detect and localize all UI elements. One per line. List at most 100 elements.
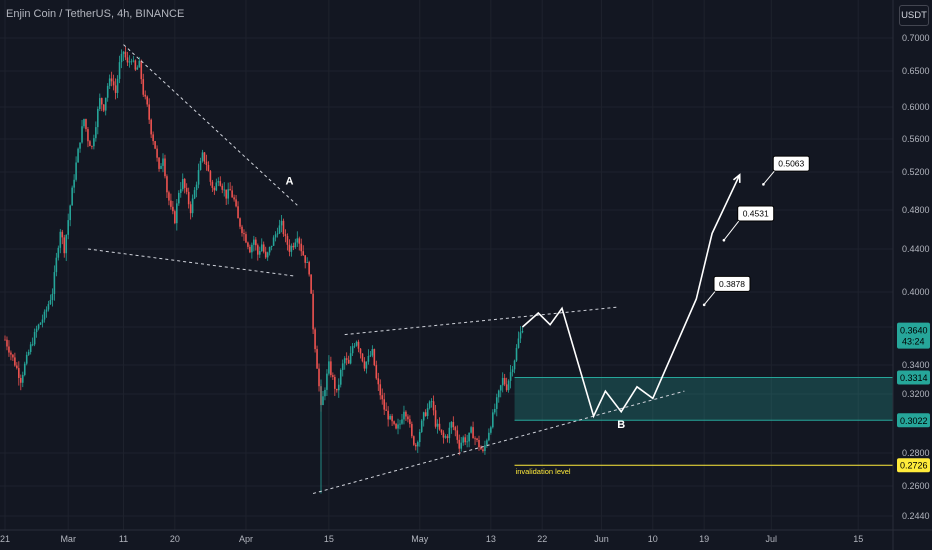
- candle-body: [298, 238, 301, 244]
- y-tick-label: 0.2800: [902, 448, 930, 458]
- candle-body: [328, 361, 330, 374]
- candle-body: [434, 410, 437, 427]
- candle-body: [130, 61, 133, 63]
- trendline: [344, 306, 618, 336]
- candle-body: [288, 244, 291, 252]
- candle-body: [278, 225, 281, 234]
- candle-body: [4, 339, 6, 341]
- candle-body: [21, 374, 24, 383]
- candle-body: [262, 244, 265, 252]
- candle-body: [106, 85, 109, 98]
- candle-body: [211, 181, 214, 188]
- candle-body: [373, 349, 376, 366]
- candle-body: [178, 192, 180, 204]
- candle-body: [57, 247, 60, 258]
- candle-body: [63, 237, 66, 254]
- price-tag: [897, 413, 930, 428]
- current-price-tag: [897, 322, 930, 349]
- candle-body: [199, 160, 202, 171]
- candle-body: [332, 375, 334, 377]
- candle-body: [249, 246, 251, 253]
- x-tick-label: Jun: [594, 534, 609, 544]
- candle-body: [37, 324, 40, 329]
- x-tick-label: Jul: [766, 534, 778, 544]
- candle-body: [296, 238, 299, 243]
- candle-body: [160, 165, 162, 169]
- candle-body: [83, 119, 85, 127]
- target-pointer: [703, 290, 717, 306]
- candle-body: [112, 81, 115, 86]
- candle-body: [326, 373, 328, 390]
- candle-body: [337, 384, 340, 391]
- candle-body: [411, 424, 413, 437]
- candle-body: [79, 142, 81, 149]
- candle-body: [156, 148, 158, 158]
- candle-body: [73, 179, 75, 188]
- candle-body: [43, 311, 46, 320]
- target-box: [737, 205, 775, 222]
- candle-body: [247, 242, 249, 247]
- candle-body: [181, 178, 184, 190]
- candle-body: [290, 245, 293, 252]
- candle-body: [176, 203, 178, 224]
- candle-body: [138, 60, 141, 68]
- currency-unit-button[interactable]: USDT: [899, 5, 929, 26]
- candle-body: [478, 439, 480, 448]
- target-box: [772, 155, 810, 172]
- candle-body: [324, 389, 326, 397]
- candle-body: [197, 170, 200, 185]
- candle-body: [187, 191, 190, 205]
- candle-body: [381, 395, 384, 400]
- candle-body: [363, 361, 366, 369]
- candle-body: [172, 206, 174, 212]
- candle-body: [59, 231, 62, 248]
- candle-body: [399, 423, 401, 425]
- candle-body: [243, 233, 245, 235]
- candle-body: [452, 421, 455, 428]
- candle-body: [519, 332, 522, 339]
- candle-body: [75, 162, 77, 180]
- target-pointer: [723, 219, 741, 241]
- target-box: [713, 275, 751, 292]
- candle-body: [314, 329, 316, 350]
- candle-body: [12, 354, 14, 358]
- candle-body: [270, 245, 273, 248]
- candle-body: [215, 182, 218, 191]
- candle-body: [39, 322, 42, 325]
- candle-body: [118, 62, 121, 79]
- candle-body: [53, 272, 56, 294]
- candle-body: [308, 262, 310, 275]
- candle-body: [8, 346, 10, 353]
- target-value: 0.5063: [778, 159, 804, 169]
- candle-body: [23, 363, 26, 375]
- x-tick-label: May: [411, 534, 429, 544]
- x-tick-label: 19: [699, 534, 709, 544]
- candle-body: [77, 148, 79, 163]
- candle-body: [251, 244, 253, 253]
- candle-body: [87, 129, 89, 142]
- candle-body: [304, 255, 306, 263]
- x-tick-label: Apr: [239, 534, 253, 544]
- candle-body: [375, 365, 378, 379]
- candle-body: [426, 408, 429, 416]
- candle-body: [253, 239, 255, 245]
- candle-body: [146, 96, 148, 105]
- candle-body: [20, 377, 22, 383]
- candle-body: [229, 189, 231, 191]
- candle-body: [93, 138, 95, 147]
- candle-body: [420, 420, 423, 432]
- candle-body: [470, 427, 472, 433]
- wave-label-a: A: [285, 175, 293, 187]
- candle-body: [405, 411, 407, 417]
- candle-body: [114, 85, 117, 93]
- candle-body: [207, 164, 210, 172]
- candle-body: [69, 205, 71, 221]
- candle-body: [474, 438, 476, 440]
- candle-body: [217, 181, 220, 183]
- candle-body: [357, 341, 360, 349]
- candle-body: [168, 192, 170, 201]
- candle-body: [268, 247, 271, 253]
- candle-body: [49, 300, 52, 305]
